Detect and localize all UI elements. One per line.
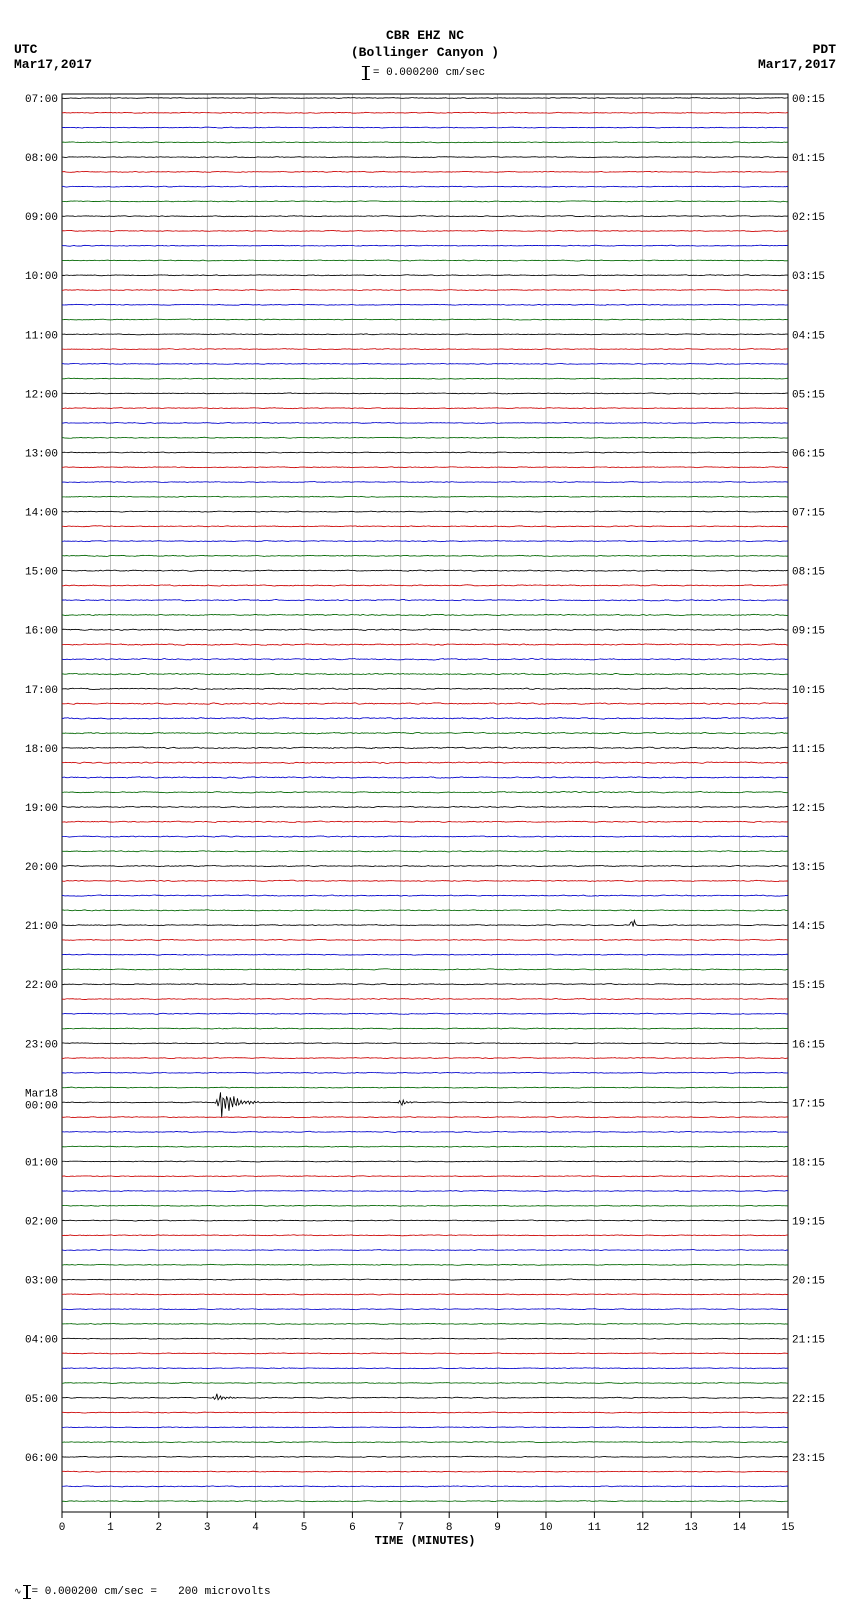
footer-suffix: 200 microvolts bbox=[178, 1586, 270, 1598]
svg-text:12:15: 12:15 bbox=[792, 803, 825, 815]
svg-text:07:00: 07:00 bbox=[25, 94, 58, 106]
svg-text:22:15: 22:15 bbox=[792, 1394, 825, 1406]
svg-text:06:00: 06:00 bbox=[25, 1453, 58, 1465]
scale-label: = 0.000200 cm/sec bbox=[373, 67, 485, 79]
svg-text:10: 10 bbox=[539, 1522, 552, 1534]
svg-text:19:00: 19:00 bbox=[25, 803, 58, 815]
footer-scale-bar-icon bbox=[26, 1585, 28, 1599]
svg-text:12: 12 bbox=[636, 1522, 649, 1534]
svg-text:13:15: 13:15 bbox=[792, 862, 825, 874]
svg-text:1: 1 bbox=[107, 1522, 114, 1534]
footer-scale: ∿ = 0.000200 cm/sec = 200 microvolts bbox=[14, 1585, 271, 1599]
svg-text:15:00: 15:00 bbox=[25, 567, 58, 579]
svg-text:6: 6 bbox=[349, 1522, 356, 1534]
svg-text:21:15: 21:15 bbox=[792, 1335, 825, 1347]
svg-text:10:00: 10:00 bbox=[25, 271, 58, 283]
tz-right-date: Mar17,2017 bbox=[758, 57, 836, 72]
tz-left-label: UTC bbox=[14, 42, 92, 57]
svg-text:10:15: 10:15 bbox=[792, 685, 825, 697]
scale-reference: = 0.000200 cm/sec bbox=[365, 66, 485, 80]
station-code: CBR EHZ NC bbox=[0, 28, 850, 45]
svg-text:07:15: 07:15 bbox=[792, 508, 825, 520]
svg-text:04:15: 04:15 bbox=[792, 330, 825, 342]
svg-text:03:00: 03:00 bbox=[25, 1276, 58, 1288]
svg-text:11:15: 11:15 bbox=[792, 744, 825, 756]
timezone-left: UTC Mar17,2017 bbox=[14, 42, 92, 72]
svg-text:00:00: 00:00 bbox=[25, 1100, 58, 1112]
svg-text:03:15: 03:15 bbox=[792, 271, 825, 283]
svg-text:06:15: 06:15 bbox=[792, 448, 825, 460]
svg-text:0: 0 bbox=[59, 1522, 66, 1534]
svg-text:TIME (MINUTES): TIME (MINUTES) bbox=[375, 1534, 476, 1548]
svg-text:20:00: 20:00 bbox=[25, 862, 58, 874]
chart-header: CBR EHZ NC (Bollinger Canyon ) bbox=[0, 28, 850, 62]
svg-text:00:15: 00:15 bbox=[792, 94, 825, 106]
svg-text:4: 4 bbox=[252, 1522, 259, 1534]
svg-text:23:00: 23:00 bbox=[25, 1039, 58, 1051]
svg-text:01:00: 01:00 bbox=[25, 1157, 58, 1169]
svg-text:01:15: 01:15 bbox=[792, 153, 825, 165]
svg-text:12:00: 12:00 bbox=[25, 389, 58, 401]
svg-text:18:00: 18:00 bbox=[25, 744, 58, 756]
svg-text:08:15: 08:15 bbox=[792, 567, 825, 579]
svg-text:11:00: 11:00 bbox=[25, 330, 58, 342]
svg-text:23:15: 23:15 bbox=[792, 1453, 825, 1465]
svg-text:11: 11 bbox=[588, 1522, 602, 1534]
svg-text:22:00: 22:00 bbox=[25, 980, 58, 992]
station-location: (Bollinger Canyon ) bbox=[0, 45, 850, 62]
svg-text:14:15: 14:15 bbox=[792, 921, 825, 933]
scale-bar-icon bbox=[365, 66, 367, 80]
svg-text:04:00: 04:00 bbox=[25, 1335, 58, 1347]
svg-text:08:00: 08:00 bbox=[25, 153, 58, 165]
svg-text:14: 14 bbox=[733, 1522, 747, 1534]
tz-right-label: PDT bbox=[758, 42, 836, 57]
svg-text:05:00: 05:00 bbox=[25, 1394, 58, 1406]
svg-text:16:15: 16:15 bbox=[792, 1039, 825, 1051]
svg-text:18:15: 18:15 bbox=[792, 1157, 825, 1169]
tz-left-date: Mar17,2017 bbox=[14, 57, 92, 72]
svg-text:3: 3 bbox=[204, 1522, 211, 1534]
svg-text:17:00: 17:00 bbox=[25, 685, 58, 697]
svg-text:20:15: 20:15 bbox=[792, 1276, 825, 1288]
footer-wave-icon: ∿ bbox=[14, 1587, 22, 1597]
svg-text:16:00: 16:00 bbox=[25, 626, 58, 638]
svg-text:13: 13 bbox=[685, 1522, 698, 1534]
seismogram-plot: 07:00 08:00 09:00 10:00 11:00 12:00 13:00 14:00… bbox=[14, 88, 836, 1548]
svg-text:15: 15 bbox=[781, 1522, 794, 1534]
svg-text:19:15: 19:15 bbox=[792, 1217, 825, 1229]
svg-text:13:00: 13:00 bbox=[25, 448, 58, 460]
svg-text:17:15: 17:15 bbox=[792, 1098, 825, 1110]
svg-text:05:15: 05:15 bbox=[792, 389, 825, 401]
svg-text:14:00: 14:00 bbox=[25, 508, 58, 520]
svg-text:02:00: 02:00 bbox=[25, 1217, 58, 1229]
svg-text:21:00: 21:00 bbox=[25, 921, 58, 933]
svg-text:02:15: 02:15 bbox=[792, 212, 825, 224]
svg-text:7: 7 bbox=[397, 1522, 404, 1534]
svg-text:09:00: 09:00 bbox=[25, 212, 58, 224]
svg-text:9: 9 bbox=[494, 1522, 501, 1534]
svg-text:5: 5 bbox=[301, 1522, 308, 1534]
svg-text:2: 2 bbox=[155, 1522, 162, 1534]
svg-text:09:15: 09:15 bbox=[792, 626, 825, 638]
timezone-right: PDT Mar17,2017 bbox=[758, 42, 836, 72]
footer-prefix: = 0.000200 cm/sec = bbox=[32, 1586, 157, 1598]
svg-text:8: 8 bbox=[446, 1522, 453, 1534]
svg-text:15:15: 15:15 bbox=[792, 980, 825, 992]
svg-text:Mar18: Mar18 bbox=[25, 1088, 58, 1100]
